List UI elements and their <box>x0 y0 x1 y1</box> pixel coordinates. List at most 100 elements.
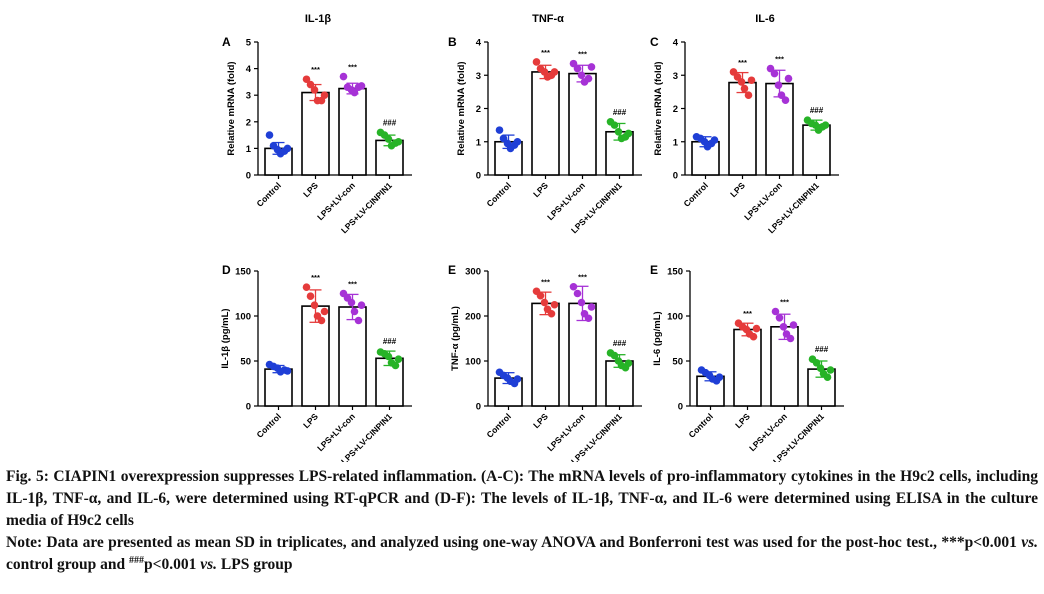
caption-title: Fig. 5: CIAPIN1 overexpression suppresse… <box>6 468 1038 529</box>
chart-title: IL-1β <box>305 13 332 25</box>
data-point <box>624 359 633 368</box>
data-point <box>610 351 619 360</box>
x-tick-label: LPS <box>728 180 747 199</box>
significance-mark: ### <box>613 108 627 117</box>
data-point <box>354 316 363 325</box>
data-point <box>513 375 522 383</box>
bar-lps <box>531 302 560 407</box>
y-tick-label: 100 <box>465 357 481 368</box>
chart-panel-2: B TNF-α 0 1 2 3 4 Relative mRNA (fold) Control LP… <box>448 13 642 235</box>
data-point <box>394 355 403 364</box>
caption-note: Note: Data are presented as mean SD in t… <box>6 532 1038 576</box>
x-tick-label: LPS <box>733 411 752 430</box>
x-tick-label: Control <box>254 180 282 208</box>
significance-mark: ### <box>613 339 627 348</box>
panel-letter: A <box>222 35 231 49</box>
y-axis-label: TNF-α (pg/mL) <box>450 306 461 371</box>
y-tick-label: 3 <box>246 91 251 102</box>
significance-mark: *** <box>743 309 752 318</box>
data-point <box>306 292 315 301</box>
y-tick-label: 2 <box>246 117 251 128</box>
data-point <box>394 137 403 146</box>
data-point <box>310 301 319 310</box>
data-point <box>789 321 798 329</box>
data-point <box>283 144 292 153</box>
significance-mark: *** <box>578 272 587 281</box>
significance-mark: *** <box>541 48 550 57</box>
y-tick-label: 0 <box>476 402 481 413</box>
caption-note-b: control group and <box>6 556 130 573</box>
bar-lps <box>733 328 762 407</box>
bar-lps-lv-con <box>568 72 597 176</box>
data-point <box>320 91 329 99</box>
y-tick-label: 1 <box>673 137 679 148</box>
y-tick-label: 100 <box>667 312 683 323</box>
data-point <box>786 334 795 343</box>
data-point <box>547 309 556 318</box>
data-point <box>536 291 545 300</box>
y-axis-label: Relative mRNA (fold) <box>226 61 237 155</box>
y-tick-label: 200 <box>465 312 481 323</box>
y-tick-label: 2 <box>673 104 678 115</box>
y-tick-label: 150 <box>667 267 683 278</box>
x-tick-label: Control <box>686 411 714 439</box>
data-point <box>774 81 783 90</box>
data-point <box>737 78 746 86</box>
data-point <box>550 68 559 76</box>
data-point <box>577 71 586 80</box>
figure-panels: A IL-1β 0 1 2 3 4 5 Relative mRNA (fold) Control L… <box>220 13 844 462</box>
y-tick-label: 1 <box>476 137 482 148</box>
y-tick-label: 0 <box>476 171 481 182</box>
bar-lps <box>531 71 560 176</box>
y-tick-label: 4 <box>476 38 482 49</box>
chart-panel-3: C IL-6 0 1 2 3 4 Relative mRNA (fold) Control LPS… <box>650 13 839 235</box>
data-point <box>587 303 596 311</box>
y-tick-label: 0 <box>246 402 251 413</box>
x-tick-label: LPS <box>301 180 320 199</box>
data-point <box>357 301 366 310</box>
caption-note-a: Note: Data are presented as mean SD in t… <box>6 534 1022 551</box>
y-axis-label: Relative mRNA (fold) <box>456 61 467 155</box>
data-point <box>339 72 348 81</box>
data-point <box>384 135 393 143</box>
data-point <box>573 64 582 73</box>
significance-mark: *** <box>311 65 320 74</box>
caption-hash: ### <box>129 554 145 566</box>
data-point <box>302 283 311 292</box>
significance-mark: ### <box>815 345 829 354</box>
x-tick-label: Control <box>681 180 709 208</box>
data-point <box>532 58 541 66</box>
data-point <box>784 74 793 83</box>
data-point <box>306 80 315 89</box>
caption-vs-2: vs. <box>200 556 218 573</box>
significance-mark: *** <box>541 277 550 286</box>
y-tick-label: 0 <box>673 171 678 182</box>
significance-mark: ### <box>383 118 397 127</box>
caption-note-d: LPS group <box>217 556 293 573</box>
data-point <box>614 127 623 136</box>
data-point <box>347 298 356 307</box>
data-point <box>540 298 549 307</box>
chart-title: TNF-α <box>532 13 564 25</box>
data-point <box>710 136 719 144</box>
data-point <box>573 289 582 298</box>
data-point <box>775 314 784 322</box>
panel-letter: E <box>650 263 658 277</box>
data-point <box>624 129 633 138</box>
data-point <box>821 121 830 129</box>
data-point <box>749 332 758 341</box>
significance-mark: *** <box>348 280 357 289</box>
data-point <box>826 366 835 374</box>
significance-mark: ### <box>383 337 397 346</box>
data-point <box>550 300 559 309</box>
panel-letter: E <box>448 263 456 277</box>
data-point <box>577 298 586 307</box>
data-point <box>584 74 593 83</box>
data-point <box>569 282 578 291</box>
data-point <box>320 307 329 316</box>
y-tick-label: 150 <box>235 267 251 278</box>
data-point <box>350 88 359 97</box>
figure-caption: Fig. 5: CIAPIN1 overexpression suppresse… <box>6 466 1038 576</box>
